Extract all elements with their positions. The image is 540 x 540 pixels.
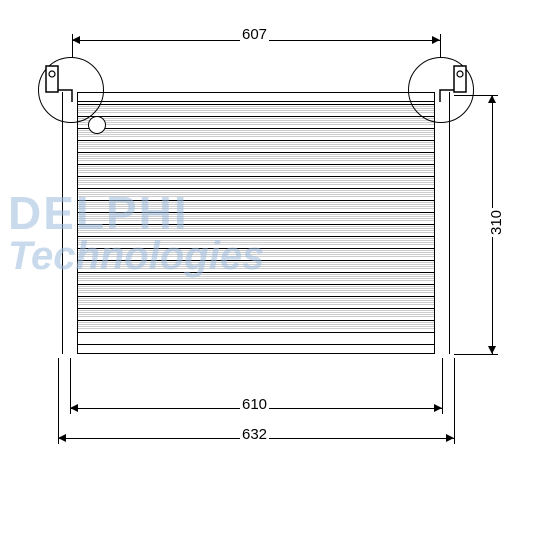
radiator-left-band [62,92,78,354]
bracket-left [42,62,82,106]
radiator-fin [78,212,434,213]
radiator-hatch [78,226,434,233]
radiator-fin [78,248,434,249]
radiator-right-band [434,92,450,354]
radiator-fin [78,188,434,189]
radiator-top-header [62,92,450,102]
radiator-hatch [78,154,434,161]
dim-bot1-arrow-l [70,404,78,412]
radiator-fin [78,128,434,129]
radiator-port [88,116,106,134]
radiator-hatch [78,322,434,329]
radiator-hatch [78,106,434,113]
radiator-hatch [78,142,434,149]
radiator-fin [78,176,434,177]
radiator-fin [78,332,434,333]
dim-bot2-arrow-l [58,434,66,442]
dim-bot2-ext-l [58,358,59,444]
radiator-hatch [78,190,434,197]
dim-right-arrow-t [488,95,496,103]
radiator-hatch [78,298,434,305]
radiator-fin [78,224,434,225]
radiator-hatch [78,130,434,137]
radiator-hatch [78,238,434,245]
radiator-hatch [78,178,434,185]
dim-bot2-arrow-r [446,434,454,442]
radiator-hatch [78,214,434,221]
radiator-fin [78,152,434,153]
dim-right-ext-b [454,354,498,355]
dim-bot1-arrow-r [434,404,442,412]
diagram-stage: 607 310 610 632 DELPHI Technologies [0,0,540,540]
radiator-core [78,104,434,342]
radiator-hatch [78,274,434,281]
radiator-fin [78,236,434,237]
dim-top-ext-r [440,34,441,58]
radiator-fin [78,272,434,273]
dim-top-arrow-r [432,36,440,44]
radiator-fin [78,140,434,141]
dim-bot2-label: 632 [240,426,269,443]
radiator-fin [78,200,434,201]
radiator-fin [78,320,434,321]
radiator-bottom-header [62,344,450,354]
radiator-hatch [78,166,434,173]
radiator-fin [78,116,434,117]
dim-top-label: 607 [240,26,269,43]
dim-bot1-ext-r [442,358,443,414]
radiator-hatch [78,202,434,209]
dim-bot1-label: 610 [240,396,269,413]
radiator-hatch [78,262,434,269]
radiator-fin [78,296,434,297]
dim-right-arrow-b [488,346,496,354]
radiator-fin [78,164,434,165]
dim-right-label: 310 [488,208,505,237]
radiator-fin [78,308,434,309]
radiator-fin [78,104,434,105]
dim-top-arrow-l [72,36,80,44]
radiator-hatch [78,310,434,317]
radiator-hatch [78,118,434,125]
dim-bot2-ext-r [454,358,455,444]
bracket-right [430,62,470,106]
radiator-hatch [78,250,434,257]
radiator-hatch [78,286,434,293]
radiator-fin [78,260,434,261]
radiator-fin [78,284,434,285]
